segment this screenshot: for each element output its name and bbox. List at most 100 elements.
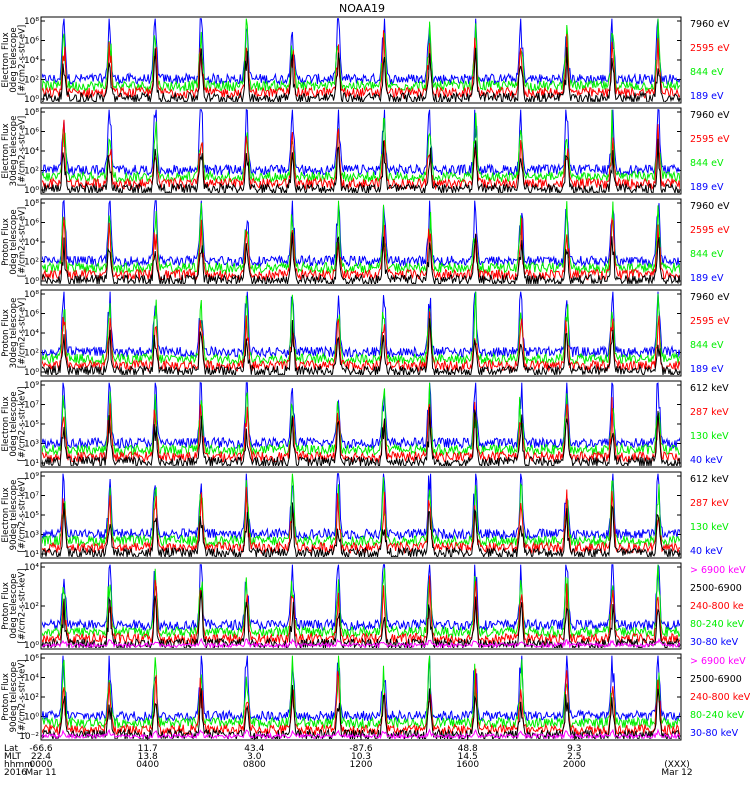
series-line <box>42 397 680 464</box>
legend-entry: 40 keV <box>690 455 723 466</box>
legend-entry: 7960 eV <box>690 19 730 30</box>
legend-entry: 189 eV <box>690 273 724 284</box>
y-tick-label: 10⁰ <box>24 186 39 196</box>
legend-entry: 240-800 keV <box>690 692 750 703</box>
y-axis-label: TEDElectron Flux30deg telescope[#/cm2-s-… <box>0 116 28 187</box>
y-axis-label-line: Proton Flux <box>1 582 11 630</box>
panel-frame <box>40 107 682 195</box>
series-line <box>42 18 680 86</box>
legend-entry: 2595 eV <box>690 316 730 327</box>
y-axis-label-line: 90deg telescope <box>9 480 19 551</box>
y-axis-label-line: 90deg telescope <box>9 662 19 733</box>
legend-entry: > 6900 keV <box>690 656 746 667</box>
y-tick-label: 10⁰ <box>24 713 39 723</box>
legend-entry: 844 eV <box>690 249 724 260</box>
y-tick-label: 10² <box>24 258 39 268</box>
legend-entry: 189 eV <box>690 182 724 193</box>
y-axis-label-line: 0deg telescope <box>9 391 19 456</box>
series-line <box>42 575 680 646</box>
y-axis-label-line: 30deg telescope <box>9 116 19 187</box>
y-axis-label-line: Proton Flux <box>1 218 11 266</box>
y-axis-label-line: 0deg telescope <box>9 573 19 638</box>
x-tick-label-lat: 11.7 <box>138 744 158 754</box>
y-tick-label: 10⁴ <box>24 147 39 157</box>
x-tick-label-hhmm: (XXX) <box>664 760 690 770</box>
x-tick-label-hhmm: 1600 <box>456 760 479 770</box>
y-axis-label-line: [#/cm2-s-str-eV] <box>18 116 28 186</box>
y-axis-label-line: Electron Flux <box>1 123 11 178</box>
y-axis-label-line: TED <box>0 51 2 70</box>
series-line <box>42 502 680 557</box>
series-group <box>42 18 680 102</box>
y-tick-label: 10¹ <box>24 550 39 560</box>
series-line <box>42 291 680 359</box>
y-axis-label-line: Proton Flux <box>1 673 11 721</box>
series-group <box>42 655 680 739</box>
series-line <box>42 18 680 93</box>
y-axis-label-line: MEPED <box>0 591 2 621</box>
series-line <box>42 668 680 737</box>
y-tick-label: 10² <box>24 602 39 612</box>
legend-entry: 2595 eV <box>690 134 730 145</box>
series-line <box>42 109 680 177</box>
series-line <box>42 655 680 723</box>
series-line <box>42 655 680 730</box>
y-tick-label: 10⁸ <box>24 290 39 300</box>
series-line <box>42 318 680 375</box>
x-tick-label-hhmm: 2000 <box>563 760 586 770</box>
x-axis-row-label: hhmm <box>4 760 33 770</box>
y-axis-label: MEPEDElectron Flux90deg telescope[#/cm2-… <box>0 478 28 553</box>
x-tick-label-mlt: 14.5 <box>458 752 478 762</box>
series-line <box>42 564 680 632</box>
series-group <box>42 564 680 648</box>
x-tick-label-date: Mar 12 <box>661 768 692 778</box>
legend-entry: 287 keV <box>690 498 729 509</box>
series-line <box>42 200 680 275</box>
series-line <box>42 30 680 100</box>
legend-entry: 189 eV <box>690 91 724 102</box>
y-tick-label: 10⁹ <box>24 472 39 482</box>
series-line <box>42 109 680 184</box>
x-tick-label-lat: -87.6 <box>349 744 373 754</box>
series-line <box>42 200 680 268</box>
x-tick-label-mlt: 13.8 <box>138 752 158 762</box>
x-tick-label-hhmm: 0000 <box>30 760 53 770</box>
x-tick-label-lat: 43.4 <box>244 744 264 754</box>
y-tick-label: 10⁶ <box>24 654 39 664</box>
y-tick-label: 10⁴ <box>24 674 39 684</box>
x-tick-label-mlt: 3.0 <box>247 752 262 762</box>
y-axis-label-line: Electron Flux <box>1 32 11 87</box>
y-axis-label-line: [#/cm2-s-str-keV] <box>18 387 28 462</box>
y-axis-label-line: 30deg telescope <box>9 298 19 369</box>
series-line <box>42 119 680 191</box>
x-tick-label-date: Mar 11 <box>25 768 56 778</box>
y-tick-label: 10⁸ <box>24 199 39 209</box>
legend-entry: 30-80 keV <box>690 637 739 648</box>
y-tick-label: 10³ <box>24 531 39 541</box>
x-axis-row-label: 2016 <box>4 768 27 778</box>
legend-entry: 2595 eV <box>690 225 730 236</box>
y-tick-label: 10⁵ <box>24 511 39 521</box>
y-tick-label: 10² <box>24 167 39 177</box>
y-tick-label: 10⁴ <box>24 238 39 248</box>
series-line <box>42 637 680 648</box>
x-tick-label-hhmm: 1200 <box>350 760 373 770</box>
series-line <box>42 138 680 193</box>
x-tick-label-hhmm: 0400 <box>136 760 159 770</box>
y-axis-label-line: [#/cm2-s-str-keV] <box>18 660 28 735</box>
series-line <box>42 473 680 548</box>
x-tick-label-lat: -66.6 <box>29 744 53 754</box>
y-axis-label-line: TED <box>0 324 2 343</box>
legend-entry: 30-80 keV <box>690 728 739 739</box>
legend-entry: 7960 eV <box>690 292 730 303</box>
y-tick-label: 10⁶ <box>24 37 39 47</box>
y-tick-label: 10² <box>24 76 39 86</box>
